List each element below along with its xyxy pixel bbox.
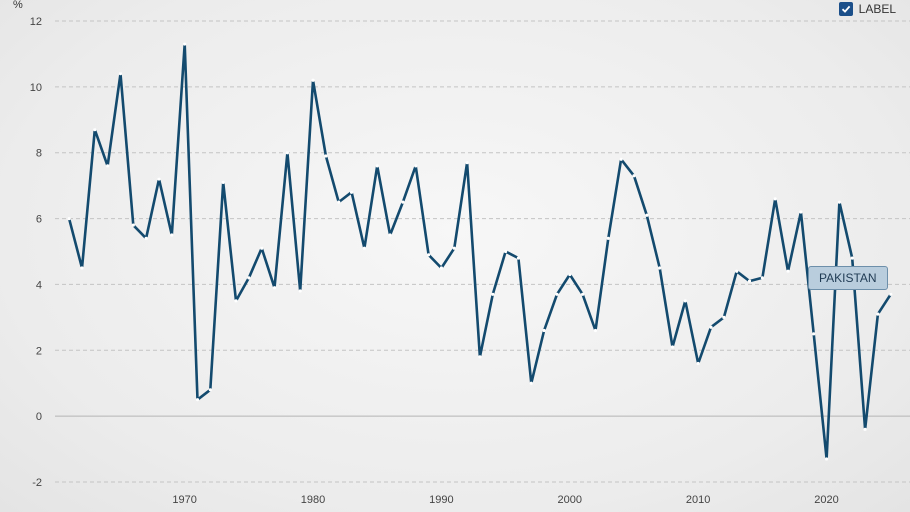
y-axis-unit-label: % — [13, 0, 23, 11]
data-point[interactable] — [529, 381, 533, 385]
y-tick-label: 8 — [36, 148, 42, 160]
data-point[interactable] — [401, 200, 405, 204]
data-point[interactable] — [272, 286, 277, 290]
data-point[interactable] — [67, 216, 71, 221]
data-point[interactable] — [260, 246, 264, 250]
data-point[interactable] — [773, 197, 777, 201]
y-tick-label: 10 — [30, 82, 42, 94]
y-tick-label: 12 — [30, 16, 42, 28]
series-line[interactable] — [67, 42, 893, 461]
x-tick-label: 1990 — [429, 494, 453, 506]
data-point[interactable] — [683, 299, 687, 303]
data-point[interactable] — [850, 256, 854, 260]
data-point[interactable] — [812, 332, 816, 336]
data-point[interactable] — [247, 276, 251, 280]
data-point[interactable] — [645, 213, 649, 217]
data-point[interactable] — [465, 160, 469, 165]
data-point[interactable] — [863, 427, 867, 431]
data-point[interactable] — [658, 266, 662, 270]
y-tick-label: 2 — [36, 345, 42, 357]
data-point[interactable] — [516, 256, 521, 260]
data-point[interactable] — [298, 289, 302, 293]
legend-toggle[interactable]: LABEL — [838, 2, 896, 16]
data-point[interactable] — [786, 269, 790, 273]
data-point[interactable] — [131, 223, 135, 227]
data-point[interactable] — [170, 233, 174, 237]
data-point[interactable] — [183, 42, 187, 46]
data-point[interactable] — [889, 292, 893, 296]
x-tick-label: 2010 — [686, 494, 710, 506]
data-point[interactable] — [144, 236, 148, 240]
data-point[interactable] — [670, 345, 675, 349]
data-point[interactable] — [876, 312, 880, 316]
x-tick-label: 2000 — [558, 494, 582, 506]
data-point[interactable] — [722, 315, 726, 319]
data-point[interactable] — [362, 246, 366, 250]
data-point[interactable] — [414, 164, 418, 168]
data-point[interactable] — [388, 233, 392, 237]
data-point[interactable] — [118, 72, 123, 76]
data-point[interactable] — [311, 78, 315, 82]
data-point[interactable] — [824, 457, 829, 461]
y-axis-ticks: -2 0 2 4 6 8 10 12 — [30, 16, 42, 489]
data-point[interactable] — [221, 180, 225, 184]
x-tick-label: 1970 — [172, 494, 196, 506]
data-point[interactable] — [208, 388, 212, 392]
data-point[interactable] — [80, 266, 84, 270]
data-point[interactable] — [568, 272, 572, 277]
data-point[interactable] — [426, 253, 431, 257]
y-tick-label: 6 — [36, 214, 42, 226]
series-group[interactable] — [67, 42, 893, 461]
data-point[interactable] — [760, 276, 764, 280]
data-point[interactable] — [799, 210, 803, 214]
data-point[interactable] — [452, 246, 456, 250]
data-point[interactable] — [439, 266, 444, 270]
data-point[interactable] — [337, 200, 341, 204]
data-point[interactable] — [234, 299, 238, 303]
data-point[interactable] — [106, 164, 110, 168]
data-point[interactable] — [735, 269, 739, 273]
data-point[interactable] — [593, 328, 598, 333]
data-point[interactable] — [555, 292, 559, 296]
data-point[interactable] — [491, 292, 495, 296]
data-point[interactable] — [375, 164, 379, 168]
series-name-tag: PAKISTAN — [808, 266, 888, 290]
legend-label: LABEL — [858, 2, 896, 16]
data-point[interactable] — [349, 190, 354, 194]
grid-lines — [55, 20, 910, 483]
y-tick-label: -2 — [32, 477, 42, 489]
x-axis-ticks: 1970 1980 1990 2000 2010 2020 — [172, 494, 838, 506]
data-point[interactable] — [195, 398, 200, 402]
x-tick-label: 2020 — [814, 494, 838, 506]
x-tick-label: 1980 — [301, 494, 325, 506]
data-point[interactable] — [285, 151, 289, 155]
data-point[interactable] — [709, 325, 713, 329]
checkbox-checked-icon[interactable] — [838, 2, 853, 16]
data-point[interactable] — [504, 249, 508, 254]
data-point[interactable] — [542, 328, 546, 333]
data-point[interactable] — [837, 200, 841, 204]
y-tick-label: 4 — [36, 279, 42, 291]
data-point[interactable] — [93, 128, 97, 132]
data-point[interactable] — [696, 361, 700, 366]
data-point[interactable] — [619, 157, 623, 161]
y-tick-label: 0 — [36, 411, 42, 423]
data-point[interactable] — [478, 355, 482, 359]
data-point[interactable] — [324, 154, 328, 158]
data-point[interactable] — [606, 236, 610, 240]
data-point[interactable] — [157, 177, 161, 181]
data-point[interactable] — [581, 292, 585, 296]
data-point[interactable] — [632, 174, 636, 178]
data-point[interactable] — [747, 279, 752, 283]
